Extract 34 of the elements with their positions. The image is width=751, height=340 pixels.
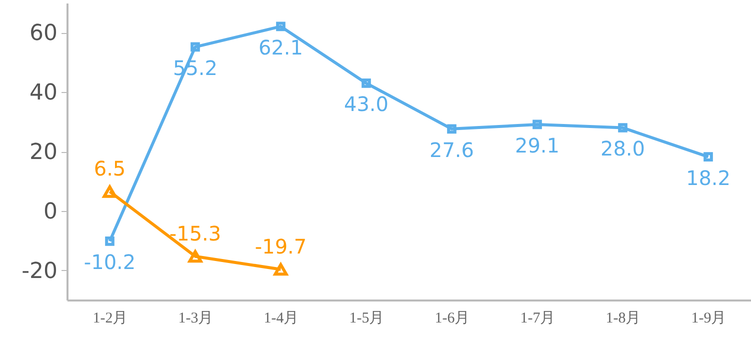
data-label: -10.2 — [84, 250, 136, 274]
y-tick-label: 0 — [44, 199, 58, 224]
data-label: -15.3 — [169, 221, 222, 246]
y-tick-label: 60 — [30, 21, 58, 46]
x-tick-label: 1-4月 — [264, 310, 299, 326]
point — [276, 22, 286, 32]
x-tick-label: 1-2月 — [92, 310, 128, 326]
x-tick-label: 1-5月 — [349, 310, 384, 326]
y-tick-label: -20 — [22, 258, 58, 284]
x-tick-label: 1-8月 — [606, 310, 641, 326]
y-tick-label: 40 — [30, 80, 58, 106]
data-label: 27.6 — [429, 138, 474, 162]
point — [274, 263, 288, 276]
point — [532, 120, 542, 130]
data-label: 62.1 — [258, 35, 304, 60]
data-label: 6.5 — [94, 156, 126, 181]
data-label: 29.1 — [514, 133, 560, 158]
point — [362, 78, 371, 88]
point — [190, 42, 200, 52]
point — [188, 250, 202, 263]
x-tick-label: 1-9月 — [691, 310, 726, 326]
x-tick-label: 1-6月 — [434, 310, 470, 326]
point — [447, 124, 456, 134]
point — [618, 123, 628, 132]
y-tick-label: 20 — [30, 140, 58, 165]
point — [102, 185, 117, 198]
data-label: 18.2 — [686, 166, 731, 190]
point — [105, 236, 114, 246]
point — [704, 152, 713, 162]
x-tick-label: 1-3月 — [178, 310, 214, 326]
x-tick-label: 1-7月 — [520, 310, 556, 326]
data-label: 43.0 — [344, 92, 389, 116]
data-label: -19.7 — [254, 234, 307, 258]
data-label: 28.0 — [600, 136, 646, 161]
